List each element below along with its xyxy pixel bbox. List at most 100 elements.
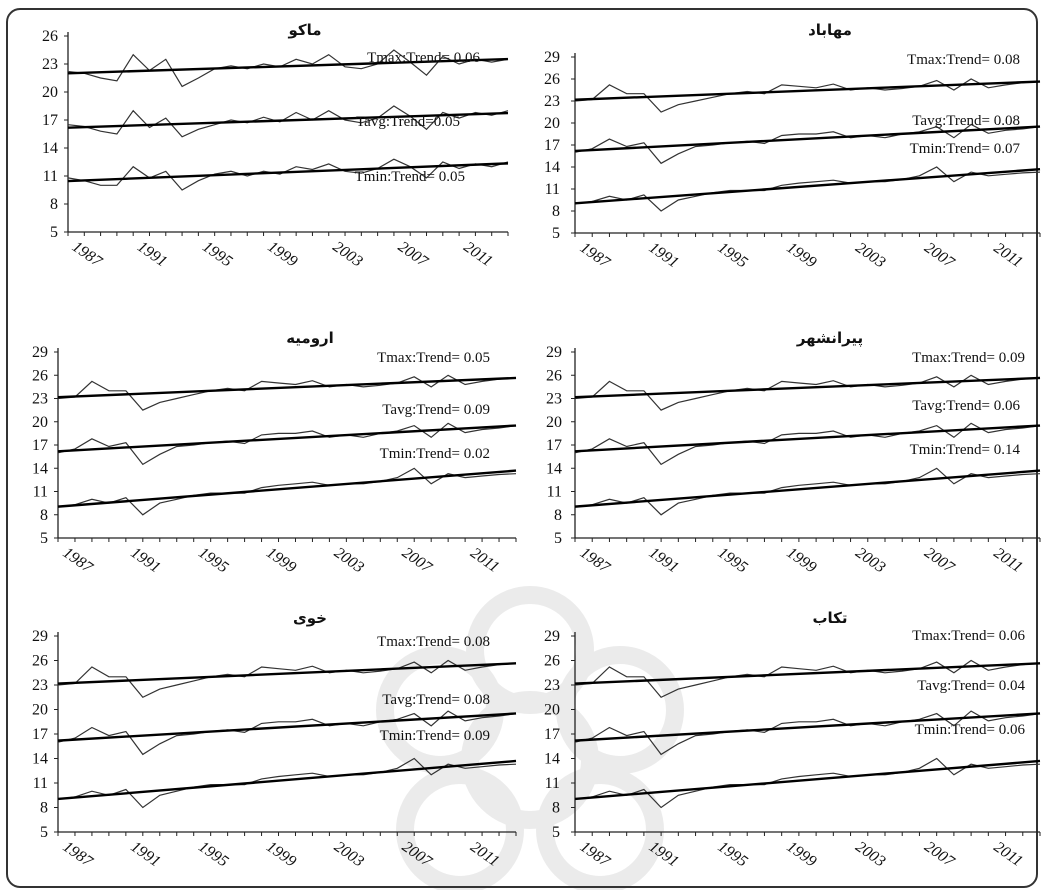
trend-line-tmin [574,759,1041,801]
y-tick-label: 11 [545,775,560,792]
series-line-tmax [67,49,509,88]
trend-line-tmin [67,162,509,183]
trend-annotation-tavg: Tavg:Trend= 0.08 [912,113,1020,129]
y-tick-label: 8 [40,800,48,817]
trend-annotation-tmax: Tmax:Trend= 0.09 [912,350,1025,366]
x-tick-label: 1995 [715,544,751,576]
x-tick-label: 1987 [69,238,106,271]
y-tick-label: 8 [552,203,560,220]
series-line-tmin [574,467,1041,516]
x-tick-label: 1995 [715,838,751,870]
x-tick-label: 2007 [399,544,436,577]
trend-annotation-tmax: Tmax:Trend= 0.08 [907,52,1020,68]
x-tick-label: 2011 [991,240,1026,272]
panel-title: تکاب [812,609,847,627]
y-tick-label: 29 [544,49,560,66]
y-tick-label: 23 [544,677,560,694]
y-tick-label: 26 [544,71,560,88]
y-tick-label: 20 [544,702,560,719]
y-tick-label: 29 [32,344,48,361]
y-tick-label: 20 [544,115,560,132]
x-tick-label: 2011 [460,239,495,271]
x-tick-label: 2011 [467,839,502,871]
trend-line-tavg [574,424,1041,453]
temperature-panel-1: 5 8 11 14 17 20 23 26 1987 1991 1995 1999 2003 2007 20… [42,21,509,271]
x-tick-label: 2003 [330,238,366,270]
series-line-tmin [574,757,1041,809]
trend-line-tmax [574,662,1041,685]
series-line-tmin [57,757,517,809]
trend-line-tmin [57,759,517,801]
y-tick-label: 29 [32,628,48,645]
x-tick-label: 1987 [60,838,97,871]
y-tick-label: 20 [546,414,562,431]
trend-annotation-tmax: Tmax:Trend= 0.06 [367,50,480,66]
x-tick-label: 2003 [852,239,888,271]
trend-annotation-tavg: Tavg:Trend= 0.04 [917,678,1025,694]
x-tick-label: 1999 [264,238,300,270]
trend-line-tavg [67,111,509,129]
y-tick-label: 17 [546,437,562,454]
trend-line-tmax [57,662,517,685]
y-tick-label: 11 [33,484,48,501]
x-tick-label: 1999 [263,544,299,576]
x-tick-label: 2003 [852,838,888,870]
y-tick-label: 29 [546,344,562,361]
trend-annotation-tmax: Tmax:Trend= 0.06 [912,628,1025,644]
figure-frame [6,8,1038,888]
temperature-panel-4: 5 8 11 14 17 20 23 26 29 1987 1991 1995 1999 2003 2007… [546,329,1041,577]
trend-line-tmax [574,376,1041,399]
y-tick-label: 5 [50,224,58,241]
watermark-emblem [376,586,684,890]
trend-annotation-tmax: Tmax:Trend= 0.08 [377,634,490,650]
y-tick-label: 20 [42,84,58,101]
y-tick-label: 17 [544,137,560,154]
trend-line-tavg [574,125,1041,153]
x-tick-label: 1995 [715,239,751,271]
y-tick-label: 23 [32,391,48,408]
y-tick-label: 14 [544,751,560,768]
y-tick-label: 5 [554,530,562,547]
trend-line-tmin [574,469,1041,508]
y-tick-label: 14 [32,751,48,768]
y-tick-label: 26 [546,367,562,384]
panel-title: ارومیه [286,329,334,347]
y-tick-label: 14 [546,460,562,477]
trend-line-tavg [574,712,1041,742]
x-tick-label: 2007 [921,239,958,272]
y-tick-label: 8 [50,196,58,213]
y-tick-label: 14 [544,159,560,176]
x-tick-label: 1991 [127,838,163,870]
x-tick-label: 1987 [577,544,614,577]
x-tick-label: 2007 [921,838,958,871]
x-tick-label: 2007 [399,838,436,871]
y-tick-label: 17 [544,726,560,743]
trend-annotation-tmax: Tmax:Trend= 0.05 [377,350,490,366]
y-tick-label: 8 [554,507,562,524]
trend-annotation-tmin: Tmin:Trend= 0.07 [910,141,1021,157]
series-line-tmin [574,166,1041,212]
trend-annotation-tavg: Tavg:Trend= 0.09 [382,402,490,418]
y-tick-label: 8 [40,507,48,524]
x-tick-label: 2007 [921,544,958,577]
x-tick-label: 1995 [195,544,231,576]
y-tick-label: 23 [42,56,58,73]
series-line-tmin [57,467,517,516]
y-tick-label: 11 [43,168,58,185]
x-tick-label: 2003 [331,544,367,576]
x-tick-label: 2007 [395,238,432,271]
x-tick-label: 1991 [134,238,170,270]
y-tick-label: 26 [544,653,560,670]
temperature-panel-3: 5 8 11 14 17 20 23 26 29 1987 1991 1995 1999 2003 2007… [32,329,517,577]
y-tick-label: 5 [552,824,560,841]
y-tick-label: 17 [32,726,48,743]
x-tick-label: 2011 [991,545,1026,577]
trend-annotation-tavg: Tavg:Trend=0.05 [356,114,460,130]
trend-annotation-tmin: Tmin:Trend= 0.06 [915,722,1026,738]
trend-line-tmin [57,469,517,508]
trend-line-tmax [67,57,509,75]
y-tick-label: 20 [32,414,48,431]
x-tick-label: 1991 [646,239,682,271]
y-tick-label: 14 [42,140,58,157]
x-tick-label: 1991 [646,544,682,576]
